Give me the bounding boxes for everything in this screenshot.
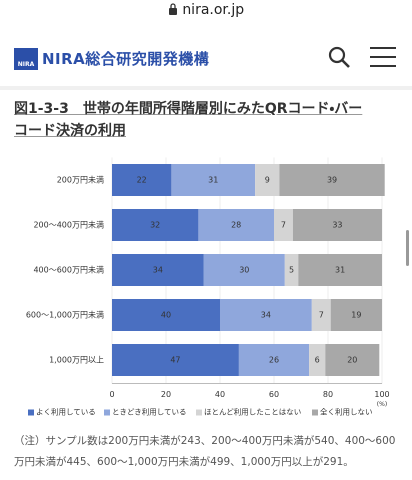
- data-label: 34: [153, 266, 163, 275]
- data-label: 26: [269, 356, 279, 365]
- data-label: 34: [261, 311, 271, 320]
- bar-segment: [203, 254, 285, 286]
- bar-segment: [274, 209, 293, 241]
- x-tick-label: 60: [269, 390, 279, 399]
- data-label: 22: [137, 176, 147, 185]
- bar-segment: [311, 299, 331, 331]
- data-label: 31: [208, 176, 218, 185]
- legend-swatch: [196, 409, 202, 416]
- bar-segment: [112, 164, 172, 196]
- site-header: NIRA NIRA総合研究開発機構: [0, 34, 412, 90]
- bar-segment: [112, 254, 204, 286]
- y-tick-label: 200～400万円未満: [33, 220, 104, 230]
- bar-segment: [309, 344, 326, 376]
- data-label: 47: [170, 356, 180, 365]
- scrollbar: [406, 230, 409, 266]
- bar-segment: [238, 344, 310, 376]
- bar-segment: [298, 254, 382, 286]
- data-label: 39: [327, 176, 337, 185]
- data-label: 7: [281, 221, 286, 230]
- bar-segment: [330, 299, 382, 331]
- bar-segment: [220, 299, 312, 331]
- x-axis-unit: (%): [377, 401, 387, 408]
- figure-heading: 図1-3-3 世帯の年間所得階層別にみたQRコード・バーコード決済の利用: [14, 101, 363, 139]
- legend-swatch: [28, 409, 34, 416]
- data-label: 31: [335, 266, 345, 275]
- lock-icon: [168, 3, 177, 15]
- x-tick-label: 20: [161, 390, 171, 399]
- bar-segment: [198, 209, 274, 241]
- bar-segment: [284, 254, 299, 286]
- data-label: 20: [347, 356, 357, 365]
- bar-segment: [255, 164, 280, 196]
- legend-label: ほとんど利用したことはない: [204, 407, 301, 417]
- url-bar[interactable]: nira.or.jp: [0, 2, 412, 18]
- bar-segment: [171, 164, 256, 196]
- data-label: 32: [150, 221, 160, 230]
- x-tick-label: 80: [323, 390, 333, 399]
- x-tick-label: 100: [374, 390, 389, 399]
- bar-segment: [292, 209, 382, 241]
- x-tick-label: 40: [215, 390, 225, 399]
- y-tick-label: 200万円未満: [57, 175, 104, 185]
- y-tick-label: 400～600万円未満: [33, 265, 104, 275]
- data-label: 5: [289, 266, 294, 275]
- note: （注）サンプル数は200万円未満が243、200～400万円未満が540、400…: [14, 435, 396, 468]
- legend-swatch: [104, 409, 110, 416]
- chart: 0 20 40 60 80 100 (%) 200万円未満 22 31 9 39 200～400万円未満…: [26, 157, 390, 417]
- url-text: nira.or.jp: [182, 2, 245, 18]
- y-tick-label: 1,000万円以上: [49, 356, 104, 365]
- logo-text[interactable]: NIRA総合研究開発機構: [42, 50, 210, 68]
- bar-segment: [112, 209, 199, 241]
- bar-segment: [325, 344, 380, 376]
- data-label: 33: [332, 221, 342, 230]
- bar-segment: [112, 344, 239, 376]
- legend-label: よく利用している: [36, 407, 96, 417]
- data-label: 9: [265, 176, 270, 185]
- y-tick-label: 600～1,000万円未満: [26, 310, 104, 320]
- bar-segment: [279, 164, 385, 196]
- data-label: 40: [161, 311, 171, 320]
- legend-swatch: [312, 409, 318, 416]
- search-icon[interactable]: [328, 46, 352, 70]
- data-label: 6: [315, 356, 320, 365]
- data-label: 7: [319, 311, 324, 320]
- data-label: 28: [231, 221, 241, 230]
- data-label: 19: [351, 311, 361, 320]
- data-label: 30: [239, 266, 249, 275]
- legend-label: 全く利用しない: [320, 407, 373, 417]
- x-tick-label: 0: [109, 390, 114, 399]
- logo-mark[interactable]: NIRA: [14, 48, 38, 70]
- menu-icon[interactable]: [370, 46, 396, 68]
- bar-segment: [112, 299, 220, 331]
- legend-label: ときどき利用している: [112, 407, 187, 417]
